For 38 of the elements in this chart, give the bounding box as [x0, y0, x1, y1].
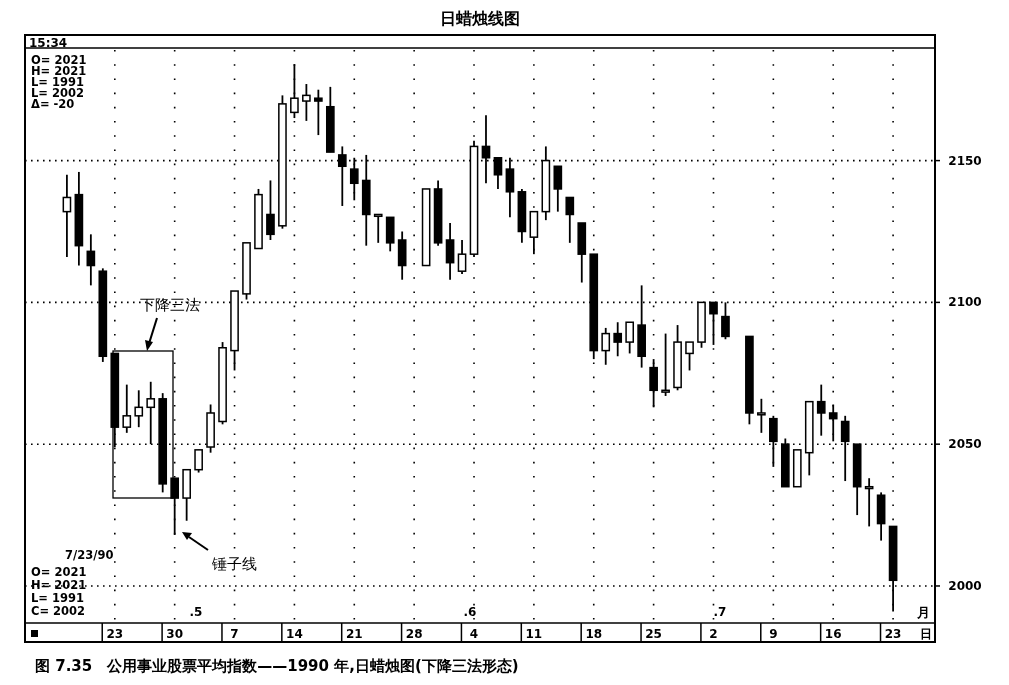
x-tick-label: 14 — [286, 627, 303, 641]
x-tick-label: 16 — [824, 627, 842, 641]
x-tick-label: 21 — [345, 627, 363, 641]
x-tick-label: 23 — [106, 627, 124, 641]
x-tick-label: 23 — [884, 627, 902, 641]
x-tick-label: 30 — [166, 627, 184, 641]
annotation: .7 — [713, 605, 727, 619]
annotation: O= 2021 — [31, 53, 87, 67]
x-tick-label: 11 — [525, 627, 543, 641]
x-tick-label: 2 — [709, 627, 718, 641]
annotation: Δ= -20 — [31, 97, 75, 111]
annotation: H= 2021 — [31, 64, 87, 78]
annotation: 下降三法 — [140, 296, 200, 314]
annotation: 锤子线 — [211, 555, 257, 573]
annotation: L= 1991 — [31, 75, 84, 89]
annotation: 7/23/90 — [65, 548, 114, 562]
annotation: L= 1991 — [31, 591, 84, 605]
x-axis-title: 日 — [920, 627, 932, 641]
x-tick-label: 18 — [585, 627, 603, 641]
chart-title: 日蜡烛线图 — [440, 9, 520, 28]
x-tick-label: 4 — [469, 627, 479, 641]
y-tick-label: 2100 — [948, 295, 982, 310]
annotation: .5 — [189, 605, 203, 619]
y-tick-label: 2050 — [948, 437, 982, 452]
x-tick-label: 25 — [645, 627, 662, 641]
caption: 图 7.35 公用事业股票平均指数——1990 年,日蜡烛图(下降三法形态) — [35, 657, 519, 675]
x-tick-label: 28 — [405, 627, 423, 641]
annotation: .6 — [463, 605, 477, 619]
annotation: 月 — [916, 605, 930, 620]
text: 15:34 — [29, 36, 68, 50]
annotation: H= 2021 — [31, 578, 87, 592]
annotation: C= 2002 — [31, 604, 86, 618]
annotation: L= 2002 — [31, 86, 84, 100]
x-tick-label: 7 — [230, 627, 239, 641]
y-tick-label: 2150 — [948, 153, 982, 168]
y-tick-label: 2000 — [948, 578, 982, 593]
x-tick-label: 9 — [769, 627, 778, 641]
annotation: O= 2021 — [31, 565, 87, 579]
